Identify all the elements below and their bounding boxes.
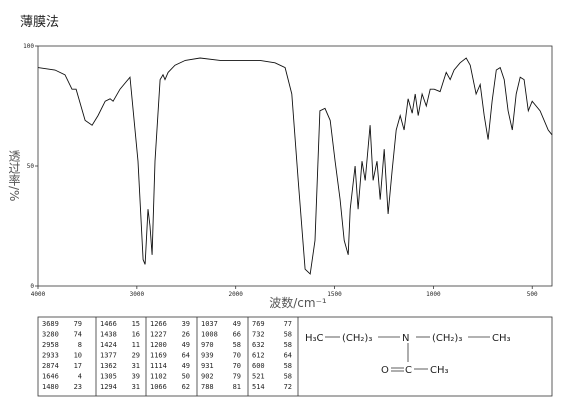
chart-title: 薄膜法 xyxy=(20,15,59,30)
table-cell: 74 xyxy=(74,331,82,339)
table-cell: 600 xyxy=(252,362,265,370)
table-cell: 70 xyxy=(233,362,241,370)
table-frame xyxy=(37,316,553,397)
structure-text: CH₃ xyxy=(492,333,511,344)
table-cell: 10 xyxy=(74,352,82,360)
table-cell: 1266 xyxy=(150,320,167,328)
structure-text: (CH₂)₃ xyxy=(432,333,462,344)
table-cell: 79 xyxy=(74,320,82,328)
table-cell: 521 xyxy=(252,373,265,381)
table-cell: 50 xyxy=(182,373,190,381)
x-tick-label: 2000 xyxy=(228,291,243,298)
x-tick-label: 3000 xyxy=(130,291,145,298)
table-cell: 49 xyxy=(233,320,241,328)
table-cell: 11 xyxy=(132,341,140,349)
structure-text: C xyxy=(405,365,412,376)
table-cell: 1480 xyxy=(42,383,59,391)
table-cell: 612 xyxy=(252,352,265,360)
structure xyxy=(325,336,490,372)
table-cell: 58 xyxy=(284,373,292,381)
table-cell: 769 xyxy=(252,320,265,328)
y-tick-label: 100 xyxy=(23,43,34,50)
table-cell: 3280 xyxy=(42,331,59,339)
table-cell: 1377 xyxy=(100,352,117,360)
structure-text: H₃C xyxy=(305,333,324,344)
table-cell: 8 xyxy=(78,341,82,349)
y-tick-label: 50 xyxy=(27,163,35,170)
table-cell: 939 xyxy=(201,352,214,360)
table-cell: 23 xyxy=(74,383,82,391)
table-cell: 81 xyxy=(233,383,241,391)
table-cell: 62 xyxy=(182,383,190,391)
table-cell: 1646 xyxy=(42,373,59,381)
table-dividers xyxy=(95,317,299,396)
table-cell: 1424 xyxy=(100,341,117,349)
table-cell: 970 xyxy=(201,341,214,349)
table-cell: 29 xyxy=(132,352,140,360)
table-cell: 39 xyxy=(182,320,190,328)
table-cell: 17 xyxy=(74,362,82,370)
table-cell: 49 xyxy=(182,362,190,370)
table-cell: 72 xyxy=(284,383,292,391)
table-cell: 2958 xyxy=(42,341,59,349)
table-cell: 1114 xyxy=(150,362,167,370)
x-tick-label: 1000 xyxy=(426,291,441,298)
table-cell: 1438 xyxy=(100,331,117,339)
structure-text: CH₃ xyxy=(430,365,449,376)
plot-frame xyxy=(37,45,553,287)
structure-text: N xyxy=(402,333,409,344)
structure-text: (CH₂)₃ xyxy=(342,333,372,344)
table-cell: 2874 xyxy=(42,362,59,370)
table-cell: 1008 xyxy=(201,331,218,339)
structure-labels: H₃C (CH₂)₃ N (CH₂)₃ CH₃ O C CH₃ xyxy=(305,333,511,376)
table-cell: 58 xyxy=(233,341,241,349)
table-cell: 788 xyxy=(201,383,214,391)
y-tick-label: 0 xyxy=(30,283,34,290)
table-cell: 15 xyxy=(132,320,140,328)
table-cell: 931 xyxy=(201,362,214,370)
table-cell: 632 xyxy=(252,341,265,349)
table-cell: 732 xyxy=(252,331,265,339)
table-cell: 514 xyxy=(252,383,265,391)
table-cell: 1362 xyxy=(100,362,117,370)
table-cell: 31 xyxy=(132,362,140,370)
table-cell: 1305 xyxy=(100,373,117,381)
table-cell: 3689 xyxy=(42,320,59,328)
table-cell: 66 xyxy=(233,331,241,339)
structure-text: O xyxy=(381,365,389,376)
table-cell: 1102 xyxy=(150,373,167,381)
y-axis-label: 透过率/% xyxy=(7,150,21,202)
table-cell: 1066 xyxy=(150,383,167,391)
table-cell: 79 xyxy=(233,373,241,381)
table-cell: 49 xyxy=(182,341,190,349)
table-cell: 16 xyxy=(132,331,140,339)
table-cell: 902 xyxy=(201,373,214,381)
table-cell: 58 xyxy=(284,362,292,370)
table-cell: 1200 xyxy=(150,341,167,349)
table-cell: 1227 xyxy=(150,331,167,339)
x-tick-label: 500 xyxy=(527,291,538,298)
x-tick-label: 4000 xyxy=(31,291,46,298)
table-cell: 1466 xyxy=(100,320,117,328)
x-axis-label: 波数/cm⁻¹ xyxy=(269,295,327,310)
table-cell: 2933 xyxy=(42,352,59,360)
table-cell: 77 xyxy=(284,320,292,328)
table-cell: 1169 xyxy=(150,352,167,360)
spectrum-line xyxy=(37,57,553,275)
table-cell: 1294 xyxy=(100,383,117,391)
table-cell: 1037 xyxy=(201,320,218,328)
table-cell: 58 xyxy=(284,331,292,339)
table-cell: 39 xyxy=(132,373,140,381)
table-cell: 26 xyxy=(182,331,190,339)
table-cell: 31 xyxy=(132,383,140,391)
table-cell: 70 xyxy=(233,352,241,360)
table-cell: 58 xyxy=(284,341,292,349)
table-cell: 64 xyxy=(284,352,292,360)
table-cell: 64 xyxy=(182,352,190,360)
table-cell: 4 xyxy=(78,373,82,381)
x-tick-label: 1500 xyxy=(327,291,342,298)
